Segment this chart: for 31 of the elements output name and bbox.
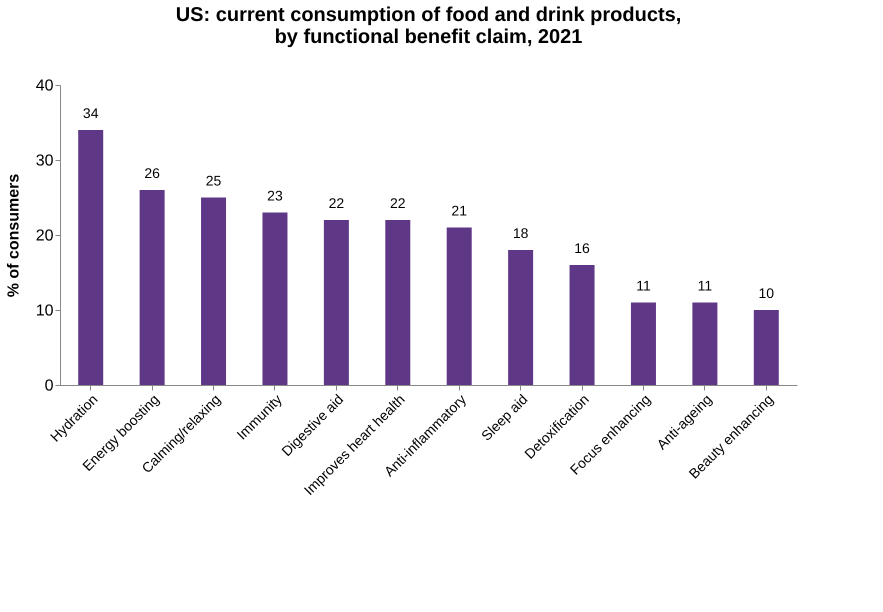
bar: [324, 220, 349, 385]
bar: [508, 250, 534, 385]
data-label: 16: [574, 240, 590, 256]
bar: [140, 190, 165, 385]
data-label: 18: [512, 225, 529, 241]
data-label: 23: [267, 188, 283, 204]
y-tick-label: 40: [36, 78, 54, 94]
bar: [570, 265, 595, 385]
bar: [262, 212, 288, 385]
y-tick-label: 0: [44, 378, 54, 394]
bar: [630, 302, 656, 385]
bar: [692, 302, 718, 385]
bar: [78, 130, 104, 385]
data-label: 26: [144, 165, 160, 181]
bar: [754, 310, 779, 385]
bar: [201, 198, 226, 385]
y-axis-title: % of consumers: [6, 174, 23, 298]
data-label: 10: [758, 285, 774, 301]
bar: [446, 228, 472, 385]
y-tick-label: 20: [36, 228, 54, 244]
bar: [385, 220, 410, 385]
data-label: 11: [636, 278, 651, 294]
data-label: 11: [698, 278, 712, 294]
data-label: 25: [206, 172, 222, 188]
data-label: 22: [328, 195, 344, 211]
y-tick-label: 10: [36, 302, 54, 320]
data-label: 34: [82, 105, 99, 121]
data-label: 22: [390, 195, 406, 211]
data-label: 21: [451, 202, 468, 218]
chart-title: US: current consumption of food and drink products, by functional benefit claim, 2021: [176, 4, 682, 48]
y-tick-label: 30: [36, 152, 54, 170]
